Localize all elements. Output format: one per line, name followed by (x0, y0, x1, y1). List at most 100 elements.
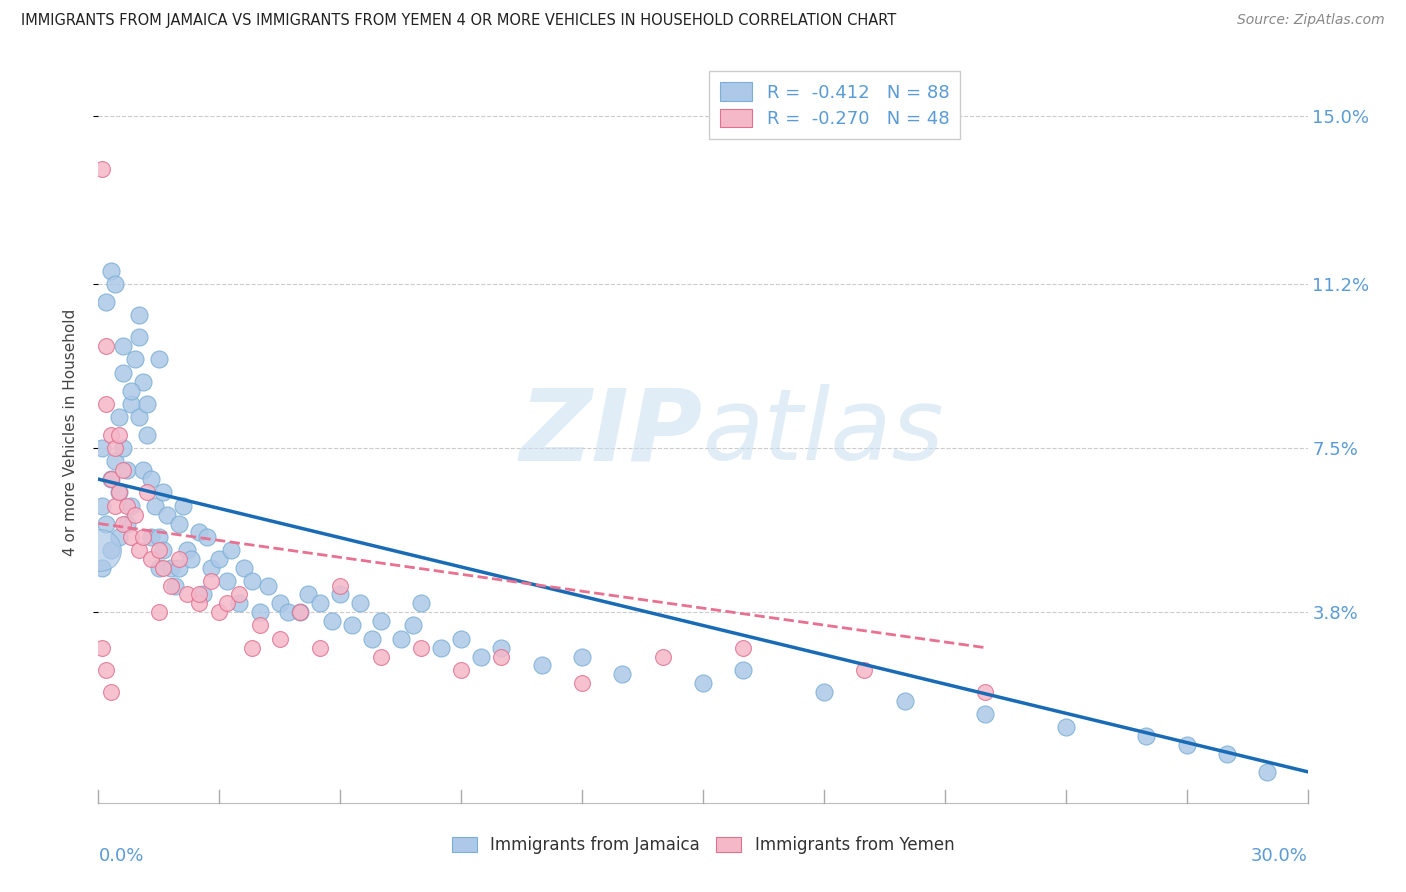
Point (132, 463, 155, 477)
Point (89, 543, 111, 558)
Point (91, 499, 114, 513)
Point (107, 427, 129, 442)
Point (232, 561, 254, 575)
Point (100, 685, 122, 699)
Point (167, 516, 190, 531)
Point (1054, 721, 1077, 735)
Point (163, 578, 186, 592)
Point (132, 375, 155, 389)
Point (103, 277, 125, 292)
Point (96, 516, 118, 531)
Point (530, 658, 553, 673)
Point (329, 578, 352, 592)
Point (120, 530, 142, 544)
Point (100, 264, 122, 278)
Point (176, 543, 198, 558)
Point (221, 543, 243, 558)
Point (96, 397, 118, 411)
Point (160, 561, 183, 575)
Y-axis label: 4 or more Vehicles in Household: 4 or more Vehicles in Household (63, 309, 77, 557)
Point (733, 640, 755, 655)
Text: IMMIGRANTS FROM JAMAICA VS IMMIGRANTS FROM YEMEN 4 OR MORE VEHICLES IN HOUSEHOLD: IMMIGRANTS FROM JAMAICA VS IMMIGRANTS FR… (21, 13, 897, 29)
Point (612, 667, 634, 681)
Point (167, 552, 190, 566)
Point (269, 632, 291, 646)
Point (172, 499, 194, 513)
Point (329, 587, 352, 601)
Point (160, 578, 183, 592)
Point (128, 543, 150, 558)
Point (208, 605, 231, 619)
Point (571, 649, 593, 664)
Point (228, 587, 250, 601)
Point (1216, 747, 1239, 761)
Point (139, 530, 162, 544)
Point (91, 561, 114, 575)
Point (240, 574, 263, 588)
Text: 0.0%: 0.0% (98, 847, 143, 865)
Point (188, 596, 211, 610)
Point (733, 663, 755, 677)
Point (974, 685, 997, 699)
Point (180, 552, 202, 566)
Point (288, 605, 311, 619)
Point (269, 596, 291, 610)
Point (470, 649, 492, 664)
Point (143, 499, 166, 513)
Point (96, 294, 118, 309)
Point (128, 308, 150, 322)
Point (309, 596, 332, 610)
Point (111, 366, 134, 380)
Point (152, 485, 174, 500)
Point (1175, 738, 1198, 752)
Point (91, 441, 114, 455)
Point (128, 410, 150, 425)
Point (120, 499, 142, 513)
Point (115, 463, 138, 477)
Point (152, 543, 174, 558)
Point (100, 472, 122, 486)
Point (107, 485, 129, 500)
Point (1256, 764, 1278, 779)
Point (188, 525, 211, 540)
Point (200, 574, 222, 588)
Point (430, 640, 453, 655)
Point (148, 530, 170, 544)
Text: 30.0%: 30.0% (1251, 847, 1308, 865)
Point (91, 640, 114, 655)
Point (107, 410, 129, 425)
Point (120, 384, 142, 398)
Point (402, 618, 425, 632)
Point (450, 632, 472, 646)
Point (853, 663, 876, 677)
Point (217, 596, 239, 610)
Point (450, 663, 472, 677)
Point (103, 441, 125, 455)
Point (107, 485, 129, 500)
Point (135, 485, 157, 500)
Point (139, 552, 162, 566)
Point (96, 663, 118, 677)
Legend: Immigrants from Jamaica, Immigrants from Yemen: Immigrants from Jamaica, Immigrants from… (444, 830, 962, 861)
Point (124, 352, 146, 367)
Point (240, 640, 263, 655)
Point (100, 543, 122, 558)
Point (139, 472, 162, 486)
Point (491, 649, 513, 664)
Point (974, 707, 997, 722)
Point (120, 397, 142, 411)
Point (100, 472, 122, 486)
Point (361, 632, 384, 646)
Point (370, 614, 392, 628)
Point (195, 530, 218, 544)
Point (813, 685, 835, 699)
Point (91, 161, 114, 176)
Point (893, 694, 915, 708)
Point (249, 605, 271, 619)
Point (349, 596, 371, 610)
Point (208, 552, 231, 566)
Point (176, 587, 198, 601)
Point (103, 499, 125, 513)
Point (156, 508, 179, 522)
Point (135, 397, 157, 411)
